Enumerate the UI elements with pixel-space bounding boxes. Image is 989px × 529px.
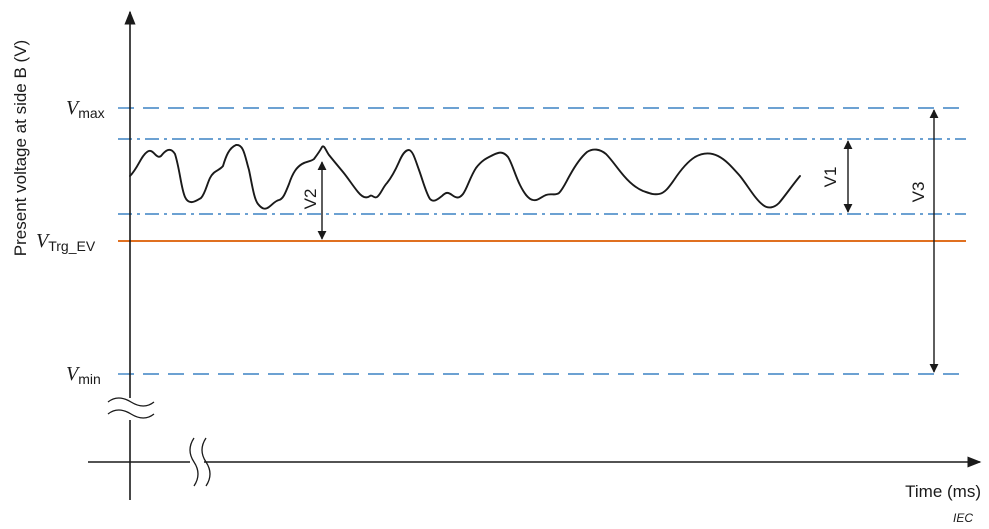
- vtrg-symbol: V: [36, 230, 51, 252]
- iec-mark: IEC: [953, 511, 973, 525]
- v2-label: V2: [301, 189, 320, 210]
- vmin-symbol: V: [66, 363, 81, 385]
- v3-label: V3: [909, 182, 928, 203]
- v1-label: V1: [821, 167, 840, 188]
- x-axis-break-icon: [189, 437, 211, 487]
- vtrg-label: VTrg_EV: [36, 230, 96, 254]
- vmin-label: Vmin: [66, 363, 101, 387]
- voltage-signal: [129, 144, 801, 210]
- vtrg-subscript: Trg_EV: [48, 238, 96, 254]
- vmax-symbol: V: [66, 97, 81, 119]
- vmax-subscript: max: [78, 105, 104, 121]
- x-axis-label: Time (ms): [905, 482, 981, 501]
- vmin-subscript: min: [78, 371, 101, 387]
- y-axis-label: Present voltage at side B (V): [11, 40, 30, 256]
- vmax-label: Vmax: [66, 97, 105, 121]
- y-axis-break-icon: [107, 397, 155, 420]
